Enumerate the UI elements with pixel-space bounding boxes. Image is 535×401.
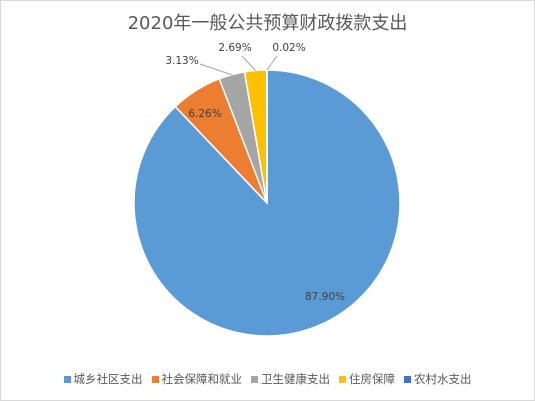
legend-swatch-5 — [404, 375, 411, 383]
leader-line-5 — [266, 55, 278, 71]
data-label-3: 3.13% — [165, 55, 198, 67]
data-label-1: 87.90% — [305, 291, 345, 303]
legend-item-1: 城乡社区支出 — [63, 371, 143, 387]
legend-label-2: 社会保障和就业 — [161, 372, 243, 386]
legend-swatch-2 — [151, 375, 159, 383]
legend-item-5: 农村水支出 — [404, 371, 472, 387]
legend-swatch-4 — [339, 375, 346, 383]
chart-title: 2020年一般公共预算财政拨款支出 — [127, 13, 408, 34]
legend: 城乡社区支出 社会保障和就业 卫生健康支出 住房保障 农村水支出 — [0, 371, 535, 387]
leader-line-4 — [241, 55, 256, 71]
legend-label-5: 农村水支出 — [414, 372, 472, 386]
data-label-4: 2.69% — [218, 42, 251, 54]
legend-swatch-3 — [251, 375, 258, 383]
legend-item-3: 卫生健康支出 — [251, 371, 330, 387]
leader-line-3 — [199, 63, 232, 76]
legend-label-3: 卫生健康支出 — [261, 372, 330, 386]
legend-swatch-1 — [63, 375, 71, 383]
data-label-2: 6.26% — [188, 108, 221, 120]
legend-item-4: 住房保障 — [339, 371, 395, 387]
legend-item-2: 社会保障和就业 — [151, 371, 243, 387]
legend-label-4: 住房保障 — [349, 372, 395, 386]
data-label-5: 0.02% — [272, 42, 305, 54]
legend-label-1: 城乡社区支出 — [73, 372, 143, 386]
